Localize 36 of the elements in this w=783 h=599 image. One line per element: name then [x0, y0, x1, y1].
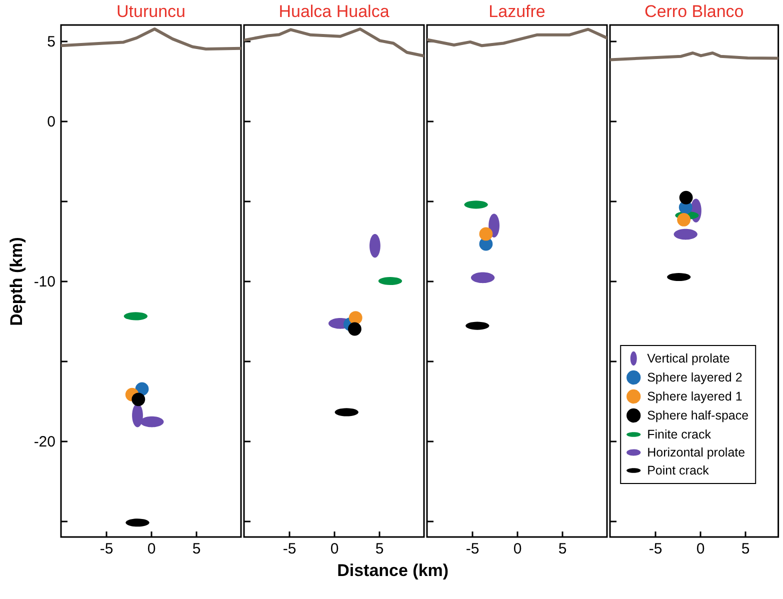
chart-title: Cerro Blanco [644, 2, 744, 21]
x-tick-label: 0 [147, 540, 156, 558]
legend-label: Sphere layered 2 [647, 370, 742, 384]
point [348, 322, 362, 336]
chart-title: Uturuncu [116, 2, 186, 21]
chart-title: Hualca Hualca [278, 2, 390, 21]
y-tick-label: -20 [34, 434, 56, 450]
x-tick-label: 5 [558, 540, 567, 558]
x-tick-label: 5 [375, 540, 384, 558]
x-tick-label: -5 [466, 540, 480, 558]
x-axis-title: Distance (km) [337, 560, 449, 580]
legend-label: Horizontal prolate [647, 446, 746, 460]
line-series [61, 28, 241, 50]
x-tick-label: 0 [696, 540, 705, 558]
x-tick-label: 5 [192, 540, 201, 558]
x-tick-label: 5 [741, 540, 750, 558]
x-tick-label: 0 [513, 540, 522, 558]
point [677, 213, 691, 226]
legend-label: Sphere layered 1 [647, 390, 742, 404]
x-tick-label: -5 [648, 540, 662, 558]
legend-label: Finite crack [647, 428, 712, 442]
y-tick-label: 0 [47, 114, 56, 130]
legend-label: Point crack [647, 464, 710, 478]
y-tick-label: 5 [47, 34, 56, 50]
point [132, 392, 146, 406]
y-tick-label: -10 [34, 274, 56, 290]
y-axis-title: Depth (km) [6, 237, 26, 326]
legend-label: Vertical prolate [647, 352, 730, 366]
point [679, 190, 693, 204]
point [348, 311, 362, 324]
point [479, 227, 493, 241]
x-tick-label: -5 [282, 540, 296, 558]
legend-label: Sphere half-space [647, 408, 749, 422]
x-tick-label: 0 [330, 540, 339, 558]
chart-title: Lazufre [488, 2, 546, 21]
x-tick-label: -5 [100, 540, 114, 558]
